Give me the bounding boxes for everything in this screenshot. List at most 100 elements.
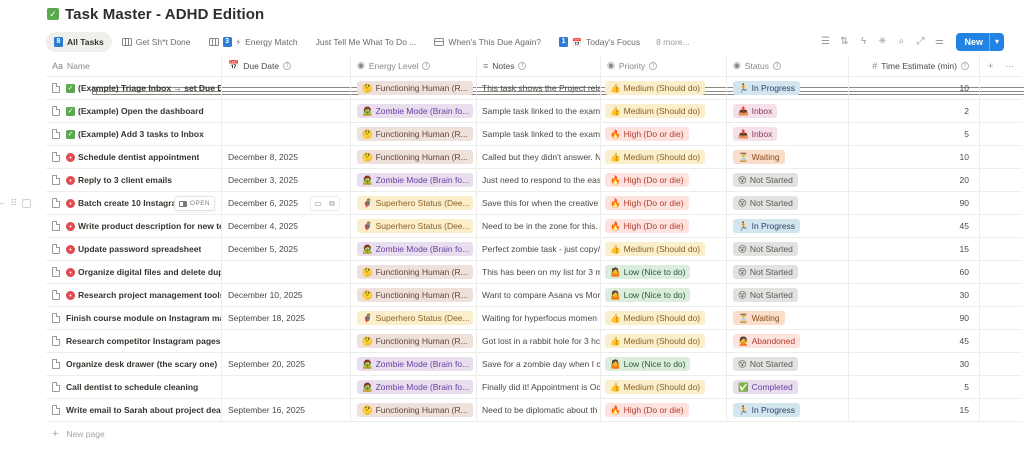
table-row[interactable]: Write email to Sarah about project dead S… [46, 399, 1022, 422]
status-cell[interactable]: ⏳ Waiting [727, 307, 849, 329]
column-label[interactable]: Energy Level [368, 60, 419, 71]
due-date-cell[interactable]: September 20, 2025 [222, 353, 351, 375]
table-row[interactable]: Research project management tools Decembe… [46, 284, 1022, 307]
name-cell[interactable]: ✓ (Example) Add 3 tasks to Inbox [46, 123, 222, 145]
duplicate-icon[interactable]: ⧉ [329, 199, 335, 208]
column-label[interactable]: Priority [618, 60, 646, 71]
name-cell[interactable]: Batch create 10 Instagram [46, 192, 222, 214]
priority-tag[interactable]: 🔥 High (Do or die) [605, 127, 689, 141]
chevron-down-icon[interactable]: ▾ [988, 33, 1004, 51]
status-tag[interactable]: ✅ Completed [733, 380, 798, 394]
name-cell[interactable]: Write email to Sarah about project dead [46, 399, 222, 421]
time-estimate-cell[interactable]: 5 [849, 376, 980, 398]
notes-cell[interactable]: Sample task linked to the examp [477, 123, 601, 145]
name-cell[interactable]: Organize desk drawer (the scary one) [46, 353, 222, 375]
tab-label[interactable]: Energy Match [245, 37, 298, 47]
tab-all-tasks[interactable]: 8 All Tasks [46, 32, 1024, 95]
expand-icon[interactable]: ⤢ [916, 36, 925, 47]
status-tag[interactable]: 🏃 In Progress [733, 403, 801, 417]
notes-cell[interactable]: Perfect zombie task - just copy/ [477, 238, 601, 260]
column-label[interactable]: Status [744, 60, 769, 71]
time-estimate-cell[interactable]: 5 [849, 123, 980, 145]
notes-cell[interactable]: Waiting for hyperfocus momen [477, 307, 601, 329]
energy-tag[interactable]: 🦸 Superhero Status (Dee... [357, 311, 473, 325]
status-cell[interactable]: 😵 Not Started [727, 284, 849, 306]
energy-tag[interactable]: 🤔 Functioning Human (R... [357, 288, 473, 302]
table-row[interactable]: ✓ (Example) Open the dashboard 🧟 Zombie Mod… [46, 100, 1022, 123]
due-date-cell[interactable]: September 18, 2025 [222, 307, 351, 329]
time-estimate-cell[interactable]: 60 [849, 261, 980, 283]
energy-cell[interactable]: 🧟 Zombie Mode (Brain fo... [351, 100, 477, 122]
priority-tag[interactable]: 🤷 Low (Nice to do) [605, 357, 691, 371]
status-cell[interactable]: 😵 Not Started [727, 238, 849, 260]
priority-tag[interactable]: 👍 Medium (Should do) [605, 150, 706, 164]
priority-cell[interactable]: 👍 Medium (Should do) [601, 307, 727, 329]
energy-cell[interactable]: 🦸 Superhero Status (Dee... [351, 307, 477, 329]
status-cell[interactable]: 🏃 In Progress [727, 77, 849, 99]
due-date-cell[interactable]: December 4, 2025 [222, 215, 351, 237]
status-cell[interactable]: 😵 Not Started [727, 169, 849, 191]
column-label[interactable]: Notes [492, 60, 515, 71]
priority-tag[interactable]: 🤷 Low (Nice to do) [605, 265, 691, 279]
task-name[interactable]: Batch create 10 Instagram [78, 198, 184, 208]
name-cell[interactable]: ✓ (Example) Triage Inbox → set Due Da [46, 77, 222, 99]
add-property-icon[interactable]: + [988, 60, 994, 71]
due-date-cell[interactable] [222, 123, 351, 145]
due-date-cell[interactable] [222, 261, 351, 283]
tab-when-s-this-due-again[interactable]: When's This Due Again? [426, 32, 549, 52]
tab-label[interactable]: Get Sh*t Done [135, 37, 191, 47]
table-row[interactable]: ✓ (Example) Add 3 tasks to Inbox 🤔 Function… [46, 123, 1022, 146]
status-cell[interactable]: 📥 Inbox [727, 123, 849, 145]
energy-cell[interactable]: 🤔 Functioning Human (R... [351, 123, 477, 145]
sparkle-icon[interactable]: ✳ [878, 36, 887, 47]
priority-cell[interactable]: 🔥 High (Do or die) [601, 169, 727, 191]
time-estimate-cell[interactable]: 20 [849, 169, 980, 191]
table-row[interactable]: Research competitor Instagram pages 🤔 Func… [46, 330, 1022, 353]
tab-label[interactable]: Today's Focus [586, 37, 641, 47]
priority-tag[interactable]: 🔥 High (Do or die) [605, 403, 689, 417]
priority-tag[interactable]: 👍 Medium (Should do) [605, 334, 706, 348]
energy-tag[interactable]: 🤔 Functioning Human (R... [357, 150, 473, 164]
time-estimate-cell[interactable]: 45 [849, 330, 980, 352]
priority-tag[interactable]: 👍 Medium (Should do) [605, 380, 706, 394]
column-header-status[interactable]: ◉ Status i [727, 55, 849, 76]
notes-cell[interactable]: Need to be in the zone for this. [477, 215, 601, 237]
notes-cell[interactable]: Need to be diplomatic about th [477, 399, 601, 421]
table-row[interactable]: Batch create 10 Instagram December 6, 202… [0, 192, 1022, 215]
status-tag[interactable]: 🙅 Abandoned [733, 334, 801, 348]
notes-cell[interactable]: This has been on my list for 3 m [477, 261, 601, 283]
task-name[interactable]: Organize digital files and delete dup [78, 267, 221, 277]
energy-tag[interactable]: 🧟 Zombie Mode (Brain fo... [357, 242, 473, 256]
priority-cell[interactable]: 🤷 Low (Nice to do) [601, 353, 727, 375]
column-label[interactable]: Time Estimate (min) [881, 60, 957, 71]
time-estimate-cell[interactable]: 15 [849, 238, 980, 260]
energy-tag[interactable]: 🤔 Functioning Human (R... [357, 265, 473, 279]
energy-tag[interactable]: 🦸 Superhero Status (Dee... [357, 219, 473, 233]
task-name[interactable]: (Example) Triage Inbox → set Due Da [78, 83, 221, 93]
time-estimate-cell[interactable]: 15 [849, 399, 980, 421]
search-icon[interactable]: ⌕ [898, 36, 905, 47]
new-page-button[interactable]: + New page [52, 428, 105, 440]
more-views-button[interactable]: 8 more... [656, 37, 690, 47]
name-cell[interactable]: Update password spreadsheet [46, 238, 222, 260]
energy-cell[interactable]: 🤔 Functioning Human (R... [351, 330, 477, 352]
energy-cell[interactable]: 🤔 Functioning Human (R... [351, 284, 477, 306]
status-cell[interactable]: ⏳ Waiting [727, 146, 849, 168]
due-date-cell[interactable] [222, 330, 351, 352]
priority-tag[interactable]: 🔥 High (Do or die) [605, 196, 689, 210]
task-name[interactable]: Schedule dentist appointment [78, 152, 200, 162]
priority-tag[interactable]: 👍 Medium (Should do) [605, 104, 706, 118]
priority-cell[interactable]: 👍 Medium (Should do) [601, 100, 727, 122]
due-date-cell[interactable] [222, 100, 351, 122]
tab-get-sh-t-done[interactable]: Get Sh*t Done [114, 32, 199, 52]
status-cell[interactable]: 📥 Inbox [727, 100, 849, 122]
energy-tag[interactable]: 🦸 Superhero Status (Dee... [357, 196, 473, 210]
table-row[interactable]: Finish course module on Instagram mar Sep… [46, 307, 1022, 330]
task-name[interactable]: Write email to Sarah about project dead [66, 405, 221, 415]
column-header-due-date[interactable]: 📅 Due Date i [222, 55, 351, 76]
energy-tag[interactable]: 🤔 Functioning Human (R... [357, 403, 473, 417]
time-estimate-cell[interactable]: 30 [849, 284, 980, 306]
status-tag[interactable]: 🏃 In Progress [733, 81, 801, 95]
notes-cell[interactable]: Save for a zombie day when I ca [477, 353, 601, 375]
column-label[interactable]: Name [67, 60, 90, 71]
